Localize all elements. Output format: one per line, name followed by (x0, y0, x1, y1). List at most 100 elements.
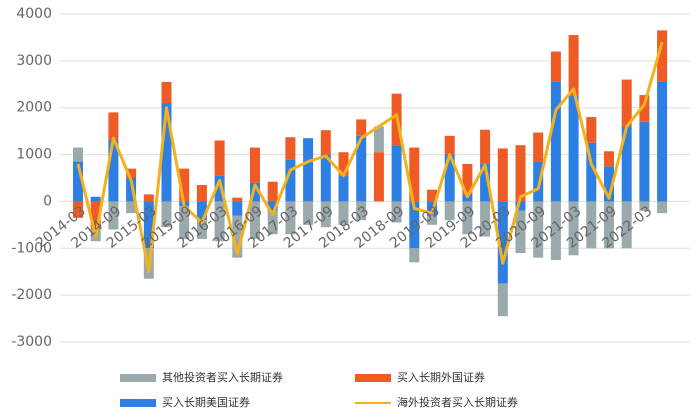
bar (356, 135, 367, 202)
bar (232, 215, 243, 258)
line (76, 41, 664, 274)
bar (126, 178, 137, 202)
bar (444, 201, 455, 221)
bar (497, 148, 508, 202)
bar (250, 147, 260, 183)
bar (73, 147, 83, 162)
bar (391, 145, 402, 202)
bar (550, 51, 561, 82)
bar (462, 163, 473, 195)
y-tick-label: 3000 (16, 53, 52, 69)
bar (250, 182, 260, 202)
bar (444, 154, 455, 202)
bar (391, 201, 402, 223)
bar (108, 112, 119, 141)
bar (232, 197, 243, 202)
bar (657, 81, 668, 202)
bar (303, 138, 314, 202)
bar (143, 194, 154, 202)
y-tick-label: 2000 (16, 100, 52, 116)
bar (550, 81, 561, 202)
legend-swatch (120, 374, 156, 382)
y-tick-label: -3000 (11, 334, 52, 350)
bar (568, 201, 579, 256)
bar (480, 163, 491, 202)
bar (356, 201, 367, 221)
y-tick-label: 1000 (16, 147, 52, 163)
bar (657, 201, 668, 214)
bar (586, 142, 597, 202)
bar (480, 129, 491, 164)
bar (196, 185, 207, 202)
bar (338, 152, 349, 176)
bar (409, 147, 420, 202)
bar (444, 135, 455, 155)
legend-swatch (120, 399, 156, 407)
bar (320, 130, 331, 155)
bar (303, 201, 314, 225)
bar (267, 201, 278, 211)
bar (108, 201, 119, 230)
bar (285, 159, 296, 202)
bar (427, 189, 437, 202)
bar (338, 201, 349, 225)
bar (373, 152, 384, 202)
bar (604, 166, 614, 202)
y-tick-label: 4000 (16, 6, 52, 22)
bar (338, 175, 349, 202)
bar (108, 140, 119, 202)
legend-swatch (355, 374, 391, 382)
bar (639, 121, 650, 202)
bar (161, 201, 172, 228)
bar (285, 137, 296, 160)
bar (550, 201, 561, 260)
bar (356, 119, 367, 136)
bar (621, 79, 632, 127)
bar (161, 81, 172, 104)
bar (214, 140, 225, 176)
bar (427, 215, 437, 225)
bar (285, 201, 296, 235)
bar (143, 201, 154, 249)
bar (196, 201, 207, 221)
bar (214, 201, 225, 242)
bar (73, 201, 83, 218)
bar (515, 201, 526, 211)
bar (657, 30, 668, 82)
bar (196, 220, 207, 239)
bar (373, 126, 384, 153)
bar (480, 201, 491, 237)
bar (73, 161, 83, 202)
bar (90, 201, 101, 230)
y-tick-label: 0 (43, 193, 52, 209)
bar (604, 201, 614, 249)
bar (515, 145, 526, 202)
bar (586, 201, 597, 249)
bar (126, 201, 137, 214)
bar (214, 175, 225, 202)
bar (409, 201, 420, 249)
y-tick-label: -2000 (11, 287, 52, 303)
bar (639, 201, 650, 211)
bar (320, 201, 331, 228)
legend-label: 买入长期外国证券 (397, 370, 485, 384)
bar (621, 201, 632, 249)
legend-label: 海外投资者买入长期证券 (397, 395, 518, 409)
bar (533, 201, 544, 258)
bar (604, 151, 614, 167)
bar (533, 132, 544, 162)
bar (320, 154, 331, 202)
bar (639, 95, 650, 122)
bar (462, 201, 473, 235)
bar (90, 196, 101, 202)
bar (161, 103, 172, 202)
bar (126, 168, 137, 178)
bar (497, 283, 508, 317)
bar (267, 210, 278, 235)
bar (250, 201, 260, 239)
bar (568, 35, 579, 96)
legend-label: 买入长期美国证券 (162, 395, 250, 409)
bar (586, 117, 597, 143)
bar (267, 181, 278, 202)
